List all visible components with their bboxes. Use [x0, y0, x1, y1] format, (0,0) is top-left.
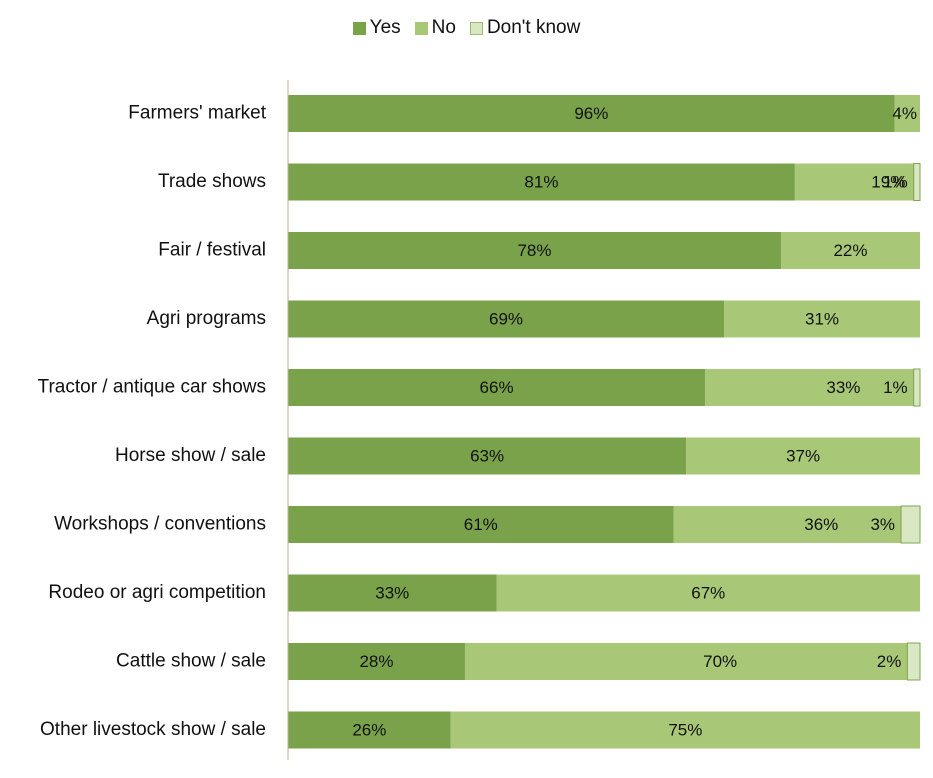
data-label-don-t-know-tractor-antique-car-shows: 1% — [883, 378, 908, 397]
chart-legend: Yes No Don't know — [0, 14, 933, 42]
bar-segment-no-trade-shows — [794, 163, 914, 201]
data-label-don-t-know-workshops-conventions: 3% — [870, 515, 895, 534]
bar-segment-don-t-know-trade-shows — [913, 163, 921, 201]
data-label-yes-horse-show-sale: 63% — [470, 446, 504, 465]
legend-swatch-dont-know — [469, 21, 483, 35]
category-label-workshops-conventions: Workshops / conventions — [54, 514, 266, 535]
bar-segment-don-t-know-tractor-antique-car-shows — [913, 368, 921, 407]
data-label-yes-rodeo-or-agri-competition: 33% — [375, 583, 409, 602]
data-label-yes-fair-festival: 78% — [517, 241, 551, 260]
data-label-no-tractor-antique-car-shows: 33% — [826, 378, 860, 397]
legend-swatch-yes — [352, 21, 366, 35]
legend-swatch-no — [414, 21, 428, 35]
bar-segment-no-horse-show-sale — [686, 437, 920, 475]
data-label-yes-agri-programs: 69% — [489, 309, 523, 328]
data-label-yes-farmers-market: 96% — [574, 104, 608, 123]
category-label-horse-show-sale: Horse show / sale — [115, 445, 266, 466]
category-label-tractor-antique-car-shows: Tractor / antique car shows — [38, 377, 266, 398]
category-label-farmers-market: Farmers' market — [128, 103, 266, 124]
legend-label-no: No — [431, 17, 456, 38]
bar-segment-yes-horse-show-sale — [288, 437, 687, 475]
bar-segment-no-cattle-show-sale — [464, 643, 908, 680]
bar-segment-no-workshops-conventions — [673, 506, 902, 543]
bar-segment-no-tractor-antique-car-shows — [705, 369, 914, 406]
data-label-yes-trade-shows: 81% — [524, 172, 558, 191]
bar-segment-yes-agri-programs — [288, 300, 725, 338]
bar-segment-yes-cattle-show-sale — [288, 643, 465, 680]
bar-segment-no-farmers-market — [894, 95, 920, 132]
category-label-fair-festival: Fair / festival — [158, 240, 266, 261]
category-label-other-livestock-show-sale: Other livestock show / sale — [40, 719, 266, 740]
category-label-agri-programs: Agri programs — [147, 308, 266, 329]
legend-label-dont-know: Don't know — [486, 17, 581, 38]
bar-segment-yes-trade-shows — [288, 163, 795, 201]
data-label-yes-tractor-antique-car-shows: 66% — [480, 378, 514, 397]
category-label-rodeo-or-agri-competition: Rodeo or agri competition — [48, 582, 266, 603]
data-label-no-rodeo-or-agri-competition: 67% — [691, 583, 725, 602]
data-label-no-farmers-market: 4% — [892, 104, 917, 123]
data-label-yes-workshops-conventions: 61% — [464, 515, 498, 534]
data-label-no-horse-show-sale: 37% — [786, 446, 820, 465]
data-label-no-other-livestock-show-sale: 75% — [668, 720, 702, 739]
data-label-no-workshops-conventions: 36% — [804, 515, 838, 534]
bar-segment-yes-farmers-market — [288, 95, 895, 132]
bar-segment-yes-tractor-antique-car-shows — [288, 369, 706, 406]
legend-item-no: No — [414, 14, 456, 42]
data-label-yes-other-livestock-show-sale: 26% — [352, 720, 386, 739]
bar-segment-don-t-know-cattle-show-sale — [906, 642, 921, 681]
data-label-no-agri-programs: 31% — [805, 309, 839, 328]
bar-segment-yes-other-livestock-show-sale — [288, 711, 451, 749]
bar-segment-no-rodeo-or-agri-competition — [496, 574, 920, 612]
data-label-no-cattle-show-sale: 70% — [703, 652, 737, 671]
category-label-cattle-show-sale: Cattle show / sale — [116, 651, 266, 672]
bar-segment-yes-fair-festival — [288, 232, 781, 269]
bar-segment-no-fair-festival — [780, 232, 920, 269]
data-label-don-t-know-cattle-show-sale: 2% — [877, 652, 902, 671]
legend-item-dont-know: Don't know — [469, 14, 581, 42]
bar-segment-no-agri-programs — [724, 300, 920, 338]
category-label-trade-shows: Trade shows — [158, 171, 266, 192]
legend-item-yes: Yes — [352, 14, 401, 42]
data-label-yes-cattle-show-sale: 28% — [359, 652, 393, 671]
legend-label-yes: Yes — [369, 17, 401, 38]
bar-segment-yes-workshops-conventions — [288, 506, 674, 543]
bar-segment-yes-rodeo-or-agri-competition — [288, 574, 497, 612]
data-label-no-fair-festival: 22% — [833, 241, 867, 260]
bar-segment-no-other-livestock-show-sale — [450, 711, 920, 749]
data-label-no-trade-shows: 19% — [871, 172, 905, 191]
bar-segment-don-t-know-workshops-conventions — [900, 505, 921, 544]
data-label-don-t-know-trade-shows: 1% — [883, 172, 908, 191]
